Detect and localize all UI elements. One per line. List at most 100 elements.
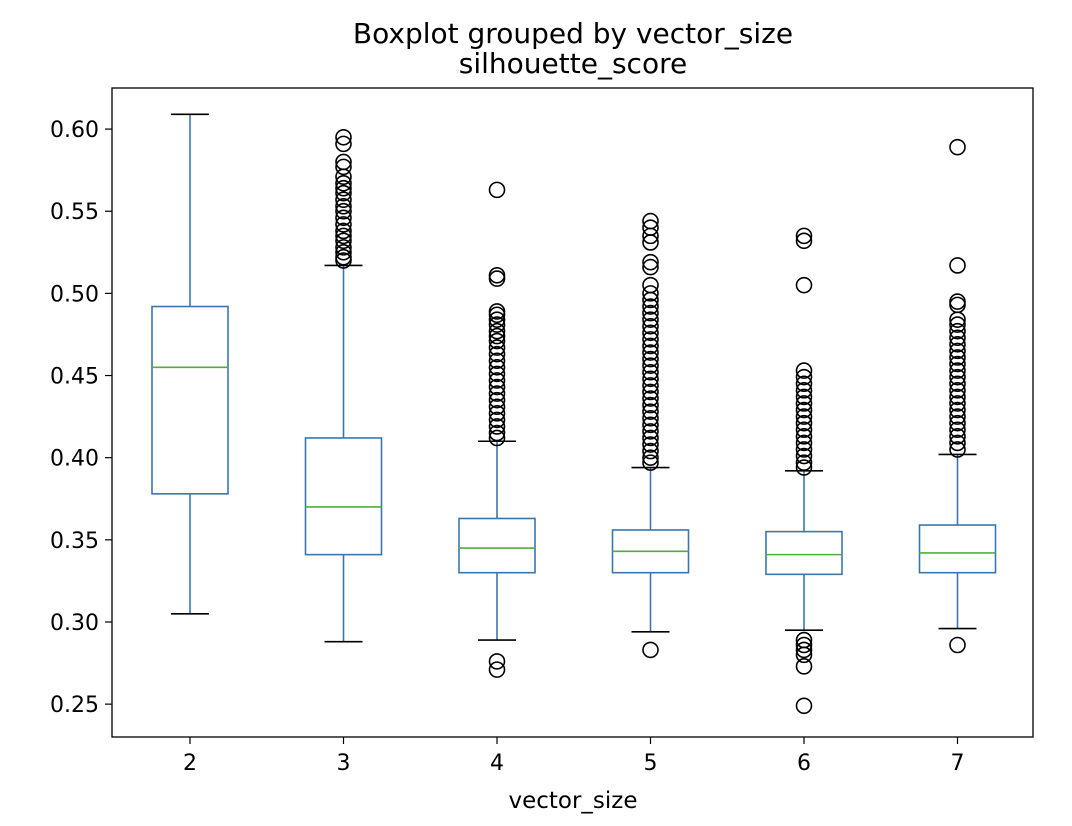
flier-point xyxy=(488,372,506,389)
flier-point xyxy=(335,239,352,256)
flier-point xyxy=(642,370,659,388)
flier-point xyxy=(949,316,966,333)
flier-point xyxy=(795,276,813,294)
flier-point xyxy=(642,324,659,342)
flier-point xyxy=(949,421,966,439)
flier-point xyxy=(642,331,659,348)
flier-point xyxy=(795,421,813,439)
flier-point xyxy=(335,209,352,227)
chart-title: Boxplot grouped by vector_size xyxy=(353,17,793,50)
flier-point xyxy=(795,459,813,476)
flier-point xyxy=(795,382,813,399)
flier-point xyxy=(488,267,506,284)
flier-point xyxy=(642,227,659,245)
y-tick-label: 0.50 xyxy=(50,282,99,307)
flier-point xyxy=(488,332,506,350)
flier-point xyxy=(642,641,659,659)
flier-point xyxy=(795,454,813,471)
flier-point xyxy=(642,357,659,374)
flier-point xyxy=(949,362,966,379)
flier-point xyxy=(949,636,966,654)
flier-point xyxy=(642,416,659,434)
flier-point xyxy=(335,135,352,153)
flier-point xyxy=(642,234,659,251)
flier-point xyxy=(335,191,352,209)
flier-point xyxy=(795,401,813,419)
x-tick-label: 5 xyxy=(644,751,658,776)
flier-point xyxy=(335,232,352,250)
flier-point xyxy=(642,409,659,427)
x-tick-label: 6 xyxy=(797,751,811,776)
flier-point xyxy=(488,378,506,396)
flier-point xyxy=(488,365,506,383)
flier-point xyxy=(795,434,813,452)
x-axis-label: vector_size xyxy=(508,788,637,814)
box-iqr xyxy=(918,524,997,574)
flier-point xyxy=(335,179,352,197)
x-tick-label: 2 xyxy=(183,751,197,776)
flier-point xyxy=(488,391,506,409)
flier-point xyxy=(642,442,659,460)
plot-area: 0.25 0.30 0.35 0.40 0.45 0.50 0.55 0.60 2 3 4 5 6 7 xyxy=(50,87,1034,776)
flier-point xyxy=(949,322,966,340)
flier-point xyxy=(642,377,659,394)
flier-point xyxy=(488,339,506,356)
flier-point xyxy=(488,385,506,402)
flier-point xyxy=(335,197,352,215)
flier-point xyxy=(949,257,966,274)
flier-point xyxy=(949,441,966,458)
flier-point xyxy=(642,317,659,335)
flier-point xyxy=(488,327,506,345)
flier-point xyxy=(488,311,506,328)
y-tick-label: 0.45 xyxy=(50,365,99,390)
flier-point xyxy=(335,128,352,146)
box-iqr xyxy=(765,530,843,576)
flier-point xyxy=(949,336,966,353)
x-tick-label: 4 xyxy=(490,751,504,776)
flier-point xyxy=(335,227,352,245)
flier-point xyxy=(949,342,966,360)
flier-point xyxy=(642,403,659,420)
box-iqr xyxy=(458,517,536,574)
flier-point xyxy=(949,388,966,406)
flier-point xyxy=(949,311,966,328)
flier-point xyxy=(488,316,506,333)
flier-point xyxy=(949,428,966,445)
box-iqr xyxy=(151,305,229,495)
flier-point xyxy=(795,375,813,393)
flier-point xyxy=(335,244,352,261)
y-tick-label: 0.35 xyxy=(50,529,99,554)
flier-point xyxy=(795,441,813,458)
flier-point xyxy=(949,434,966,452)
flier-point xyxy=(642,454,659,471)
y-tick-label: 0.55 xyxy=(50,200,99,225)
flier-point xyxy=(795,362,813,379)
flier-point xyxy=(949,414,966,432)
flier-point xyxy=(642,344,659,361)
flier-point xyxy=(949,355,966,373)
flier-point xyxy=(949,368,966,386)
y-tick-label: 0.60 xyxy=(50,118,99,143)
x-tick-label: 7 xyxy=(951,751,965,776)
y-tick-label: 0.30 xyxy=(50,611,99,636)
flier-point xyxy=(488,653,506,670)
flier-point xyxy=(335,174,352,192)
flier-point xyxy=(795,408,813,425)
flier-point xyxy=(795,388,813,406)
flier-point xyxy=(488,352,506,370)
flier-point xyxy=(795,658,813,675)
flier-point xyxy=(795,447,813,465)
flier-point xyxy=(795,697,813,715)
flier-point xyxy=(335,158,352,176)
axes-frame xyxy=(111,87,1034,738)
flier-point xyxy=(642,253,659,271)
flier-point xyxy=(949,375,966,393)
y-tick-label: 0.25 xyxy=(50,693,99,718)
flier-point xyxy=(795,414,813,432)
flier-point xyxy=(949,138,966,156)
box-iqr xyxy=(304,437,383,556)
flier-point xyxy=(488,429,506,447)
flier-point xyxy=(795,368,813,386)
flier-point xyxy=(488,322,506,340)
